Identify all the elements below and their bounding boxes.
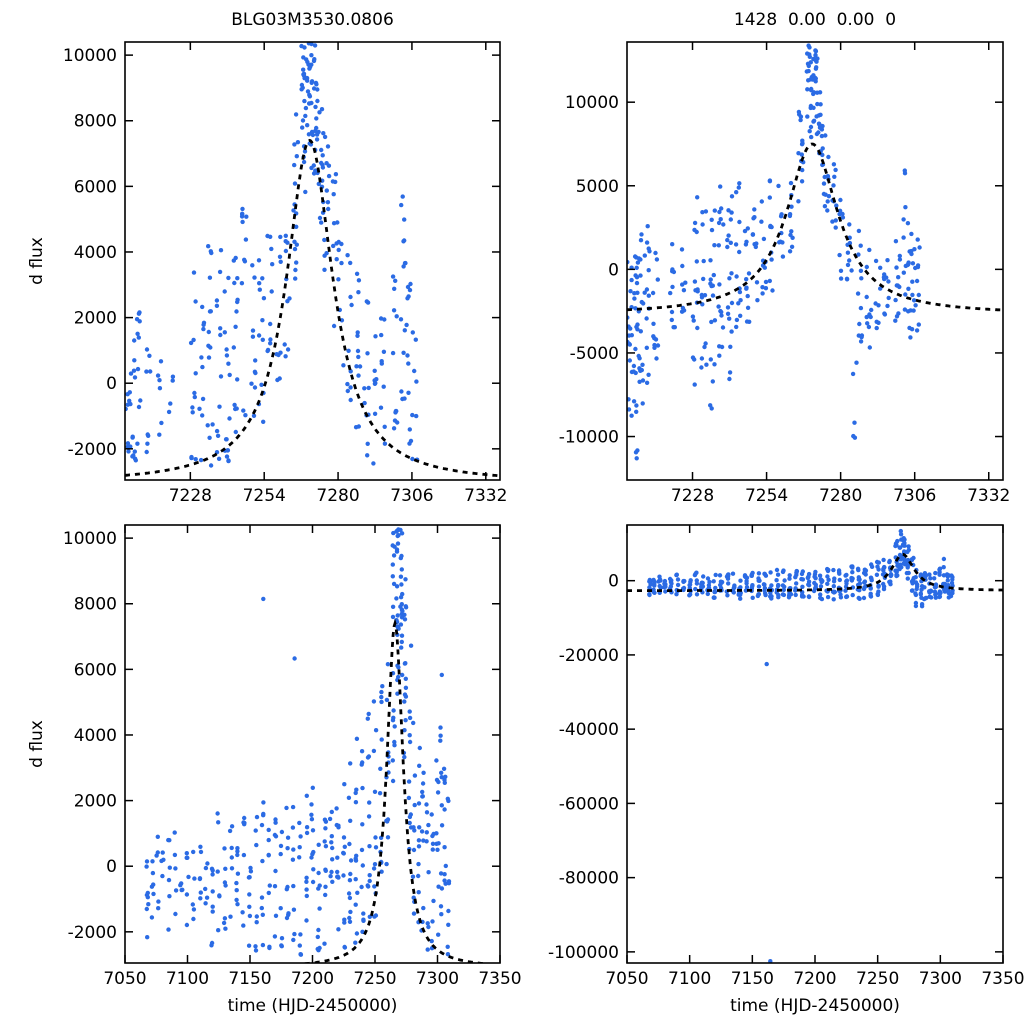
y-tick-label: 5000 bbox=[576, 177, 619, 197]
y-tick-label: 0 bbox=[106, 857, 117, 877]
y-tick-label: -2000 bbox=[68, 923, 117, 943]
x-tick-label: 7228 bbox=[671, 486, 714, 506]
y-tick-label: -10000 bbox=[559, 428, 619, 448]
panel-bottom-right: 7050 7100 7150 7200 7250 7300 7350 0 -20000 -4000… bbox=[548, 524, 1024, 989]
y-axis-label-top: d flux bbox=[27, 237, 47, 285]
x-tick-label: 7300 bbox=[919, 969, 962, 989]
plot-frame bbox=[626, 524, 1004, 964]
scatter-points bbox=[125, 42, 420, 468]
y-tick-label: 10000 bbox=[63, 46, 117, 66]
x-tick-label: 7100 bbox=[668, 969, 711, 989]
x-tick-label: 7350 bbox=[478, 969, 521, 989]
x-tick-label: 7050 bbox=[103, 969, 146, 989]
x-tick-label: 7250 bbox=[353, 969, 396, 989]
plot-frame bbox=[626, 41, 1004, 481]
panel-top-left: 7228 7254 7280 7306 7332 -2000 0 2000 4000 6000 80… bbox=[63, 41, 507, 506]
x-tick-label: 7100 bbox=[166, 969, 209, 989]
y-tick-label: 0 bbox=[106, 374, 117, 394]
title-top-right: 1428 0.00 0.00 0 bbox=[733, 10, 897, 30]
x-axis-label-right: time (HJD-2450000) bbox=[730, 996, 900, 1016]
axis-ticks bbox=[125, 42, 500, 480]
y-tick-label: -20000 bbox=[559, 646, 619, 666]
axis-ticks bbox=[627, 42, 1003, 480]
y-tick-label: 4000 bbox=[74, 243, 117, 263]
x-tick-label: 7350 bbox=[981, 969, 1024, 989]
x-tick-label: 7150 bbox=[731, 969, 774, 989]
x-tick-label: 7150 bbox=[228, 969, 271, 989]
x-tick-label: 7200 bbox=[291, 969, 334, 989]
plot-frame bbox=[124, 41, 501, 481]
x-tick-label: 7050 bbox=[605, 969, 648, 989]
x-tick-label: 7254 bbox=[745, 486, 788, 506]
y-tick-label: 6000 bbox=[74, 660, 117, 680]
y-tick-label: 8000 bbox=[74, 595, 117, 615]
x-axis-label-left: time (HJD-2450000) bbox=[227, 996, 398, 1016]
x-tick-label: 7228 bbox=[169, 486, 212, 506]
y-tick-label: 4000 bbox=[74, 726, 117, 746]
x-tick-label: 7300 bbox=[416, 969, 459, 989]
y-axis-label-bottom: d flux bbox=[27, 720, 47, 768]
y-tick-label: 10000 bbox=[565, 93, 619, 113]
x-tick-label: 7254 bbox=[243, 486, 286, 506]
y-tick-label: 2000 bbox=[74, 309, 117, 329]
scatter-points bbox=[627, 43, 922, 461]
x-tick-label: 7200 bbox=[793, 969, 836, 989]
x-tick-label: 7332 bbox=[464, 486, 507, 506]
y-tick-label: -60000 bbox=[559, 794, 619, 814]
y-tick-label: 6000 bbox=[74, 177, 117, 197]
y-tick-label: 8000 bbox=[74, 112, 117, 132]
x-tick-label: 7306 bbox=[390, 486, 433, 506]
scatter-points bbox=[144, 527, 452, 957]
panel-top-right: 7228 7254 7280 7306 7332 -10000 -5000 0 5000 1000… bbox=[559, 41, 1010, 506]
y-tick-label: 10000 bbox=[63, 529, 117, 549]
model-curve bbox=[627, 142, 1003, 312]
scatter-points bbox=[647, 528, 955, 963]
panel-bottom-left: 7050 7100 7150 7200 7250 7300 7350 -2000 0 2000 40… bbox=[63, 524, 522, 989]
y-tick-label: 0 bbox=[608, 572, 619, 592]
title-top-left: BLG03M3530.0806 bbox=[231, 10, 394, 30]
x-tick-label: 7250 bbox=[856, 969, 899, 989]
y-tick-label: 0 bbox=[608, 260, 619, 280]
y-tick-label: -100000 bbox=[548, 943, 619, 963]
plot-frame bbox=[124, 524, 501, 964]
model-curve bbox=[125, 138, 500, 478]
y-tick-label: -2000 bbox=[68, 440, 117, 460]
model-curve bbox=[627, 552, 1003, 592]
axis-ticks bbox=[124, 525, 501, 963]
y-tick-label: 2000 bbox=[74, 792, 117, 812]
y-tick-label: -40000 bbox=[559, 720, 619, 740]
x-tick-label: 7306 bbox=[893, 486, 936, 506]
y-tick-label: -80000 bbox=[559, 869, 619, 889]
x-tick-label: 7280 bbox=[316, 486, 359, 506]
x-tick-label: 7280 bbox=[819, 486, 862, 506]
x-tick-label: 7332 bbox=[967, 486, 1010, 506]
y-tick-label: -5000 bbox=[570, 344, 619, 364]
